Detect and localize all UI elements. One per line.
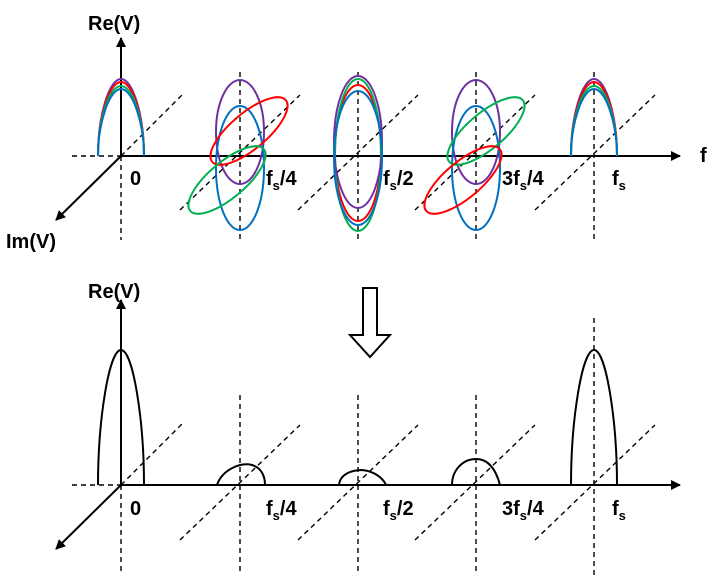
bottom-tick-fs: fs bbox=[612, 498, 626, 523]
bottom-tick-fs4: fs/4 bbox=[266, 498, 297, 523]
bottom-guide-4 bbox=[534, 424, 656, 541]
fs-lobe-blue bbox=[570, 87, 618, 157]
top-guide-0 bbox=[120, 93, 184, 157]
bottom-guide-1 bbox=[179, 424, 301, 541]
fs2-ellipse-purple bbox=[333, 75, 383, 209]
top-tick-3fs4: 3fs/4 bbox=[502, 168, 545, 193]
top-re-axis-label: Re(V) bbox=[88, 13, 140, 35]
top-f-axis-label: f bbox=[700, 145, 707, 167]
3fs4-ellipse-green bbox=[446, 96, 526, 166]
bottom-im-axis bbox=[55, 484, 122, 550]
top-dc-lobes bbox=[97, 77, 145, 157]
top-guide-2 bbox=[297, 94, 419, 211]
top-guide-4 bbox=[534, 94, 656, 211]
top-tick-fs4: fs/4 bbox=[266, 168, 297, 193]
fs4-ellipse-blue bbox=[215, 105, 265, 231]
fs4-ellipses bbox=[187, 79, 289, 231]
top-guide-3 bbox=[414, 94, 536, 211]
bottom-guide-2 bbox=[297, 424, 419, 541]
top-im-axis-label: Im(V) bbox=[6, 231, 56, 253]
bottom-guide-3 bbox=[414, 424, 536, 541]
top-panel: Re(V) f Im(V) 0 fs/4 fs/2 3fs/4 fs bbox=[6, 13, 707, 253]
bottom-tick-fs2: fs/2 bbox=[383, 498, 414, 523]
top-fs-lobes bbox=[570, 77, 618, 157]
bottom-tick-0: 0 bbox=[130, 498, 141, 520]
top-guide-1 bbox=[179, 94, 301, 211]
top-im-axis bbox=[55, 155, 122, 221]
fs2-ellipses bbox=[333, 75, 383, 232]
3fs4-ellipse-purple bbox=[451, 79, 501, 185]
3fs4-ellipse-blue bbox=[451, 105, 501, 231]
3fs4-ellipse-red bbox=[423, 145, 503, 215]
bottom-lobe-fs bbox=[570, 348, 618, 486]
fs4-ellipse-purple bbox=[215, 79, 265, 185]
bottom-diagonal-guides bbox=[120, 422, 656, 541]
top-diagonal-guides bbox=[120, 93, 656, 211]
fs4-ellipse-red bbox=[209, 96, 289, 166]
dc-lobe-blue bbox=[97, 87, 145, 157]
3fs4-ellipses bbox=[423, 79, 526, 231]
bottom-lobe-fs2 bbox=[338, 468, 387, 486]
bottom-guide-0 bbox=[120, 422, 184, 486]
bottom-lobes bbox=[97, 348, 618, 486]
bottom-tick-3fs4: 3fs/4 bbox=[502, 498, 545, 523]
bottom-vertical-guides bbox=[120, 318, 595, 575]
bottom-lobe-dc bbox=[97, 348, 145, 486]
bottom-panel: Re(V) 0 fs/4 fs/2 3fs/4 fs bbox=[55, 281, 681, 575]
bottom-re-axis-label: Re(V) bbox=[88, 281, 140, 303]
fs4-ellipse-green bbox=[187, 145, 267, 215]
bottom-lobe-fs4 bbox=[216, 463, 266, 486]
transform-down-arrow bbox=[347, 287, 393, 359]
bottom-lobe-3fs4 bbox=[451, 457, 501, 486]
top-tick-fs: fs bbox=[612, 168, 626, 193]
top-tick-0: 0 bbox=[130, 168, 141, 190]
fs2-ellipse-blue bbox=[333, 90, 383, 226]
top-tick-fs2: fs/2 bbox=[383, 168, 414, 193]
